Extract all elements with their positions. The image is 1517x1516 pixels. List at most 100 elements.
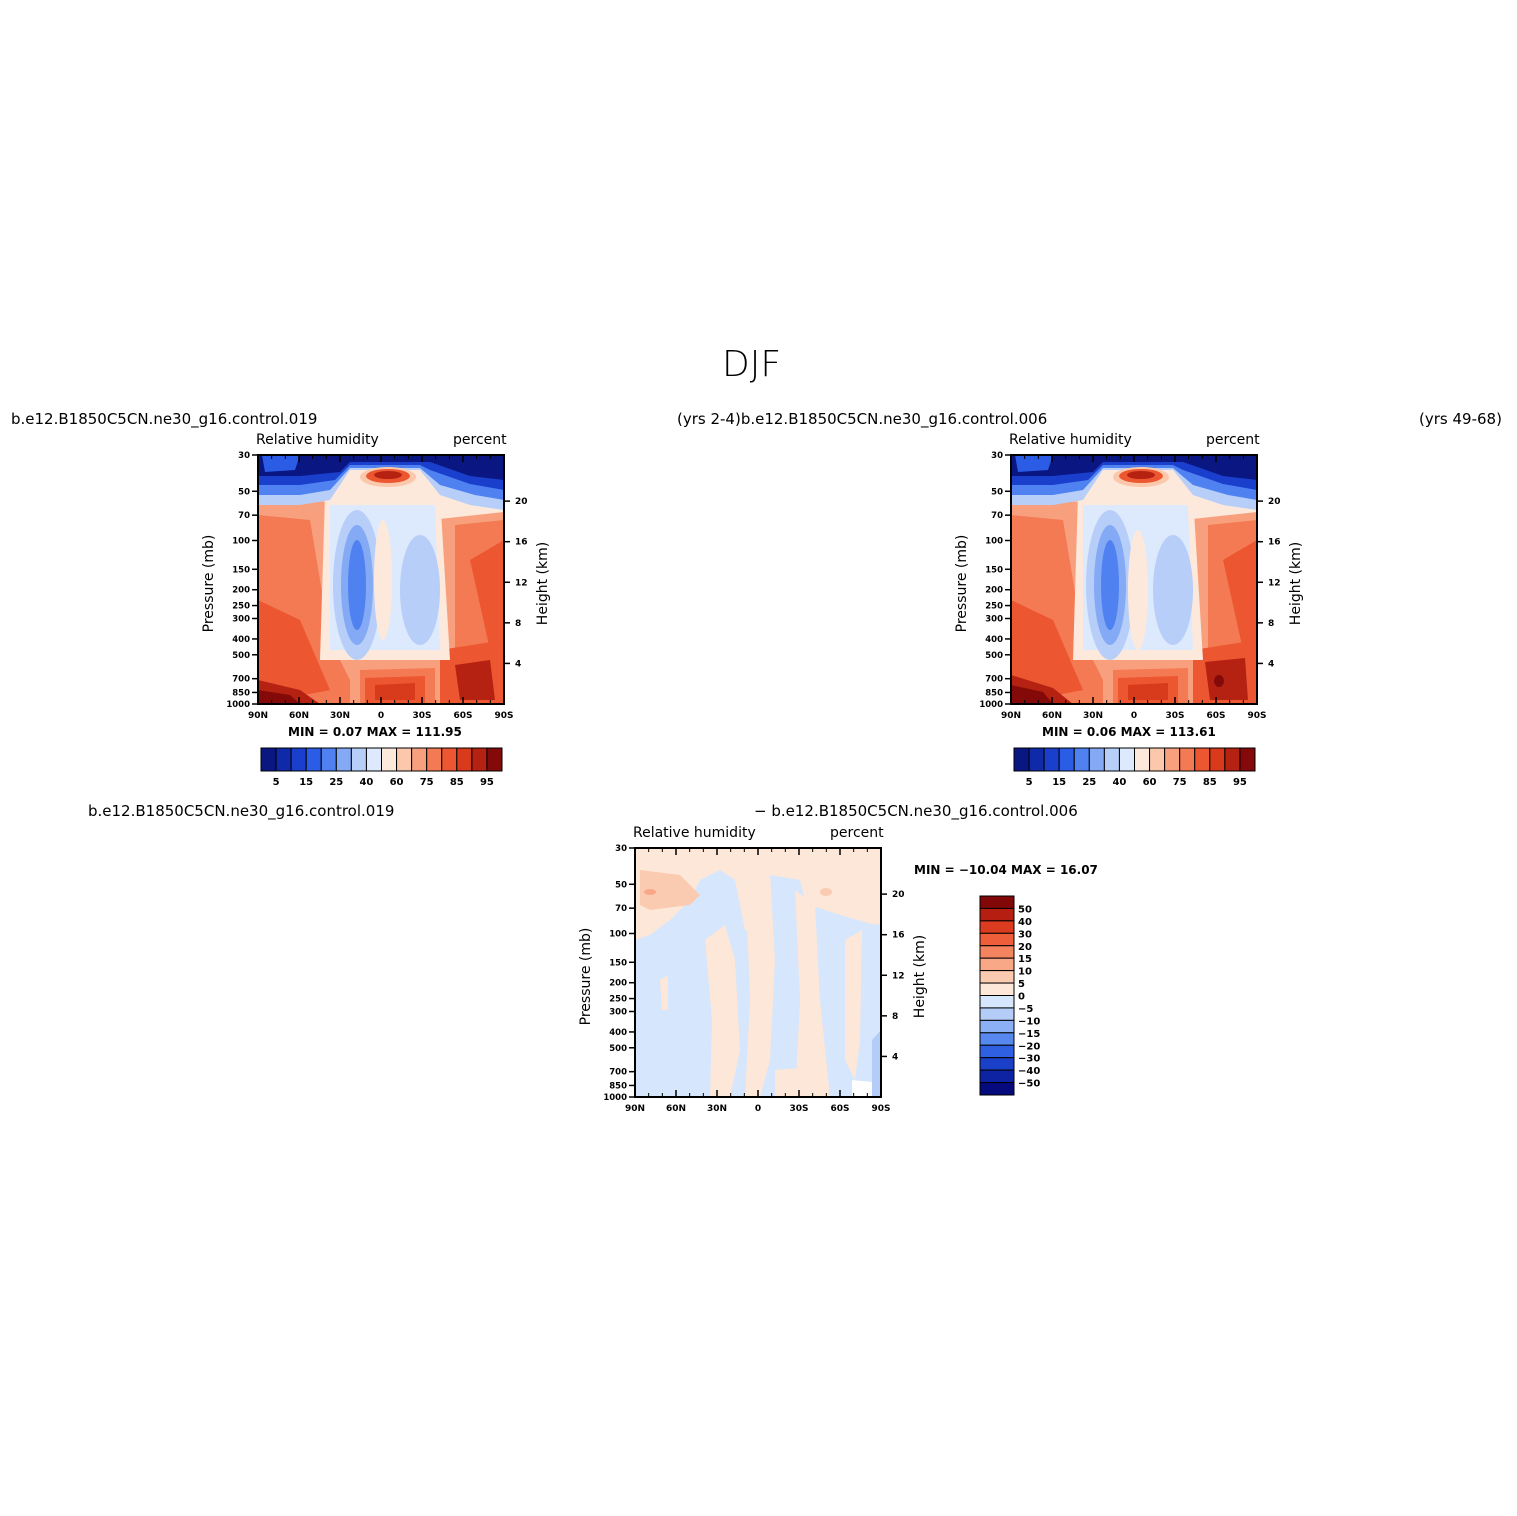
colorbar-label: 85 (1203, 777, 1217, 788)
y-axis-label: Pressure (mb) (201, 535, 217, 633)
top-mid-case-label: (yrs 2-4)b.e12.B1850C5CN.ne30_g16.contro… (677, 410, 1048, 428)
y-tick-label: 400 (985, 635, 1003, 645)
colorbar-label: 40 (1112, 777, 1126, 788)
colorbar-label: 75 (420, 777, 434, 788)
colorbar-label: 60 (1143, 777, 1157, 788)
colorbar-label: −30 (1018, 1054, 1040, 1065)
x-tick-label: 30N (707, 1104, 727, 1114)
panel-2-title: Relative humidity (1009, 432, 1132, 448)
y-tick-label: 1000 (226, 700, 250, 710)
y-tick-label: 700 (985, 675, 1003, 685)
colorbar-swatch (979, 945, 1015, 959)
colorbar-label: 30 (1018, 929, 1032, 940)
y-tick-label: 150 (232, 565, 250, 575)
colorbar-swatch (979, 1082, 1015, 1096)
main-title: DJF (722, 344, 782, 385)
x-tick-label: 60S (830, 1104, 849, 1114)
x-tick-label: 90S (494, 711, 513, 721)
bottom-left-case-label: b.e12.B1850C5CN.ne30_g16.control.019 (88, 802, 395, 820)
y-tick-label: 850 (609, 1081, 627, 1091)
panel-3-title: Relative humidity (633, 825, 756, 841)
y-right-tick-label: 4 (1268, 659, 1274, 669)
y-tick-label: 250 (609, 995, 627, 1005)
colorbar-label: 95 (480, 777, 494, 788)
x-tick-label: 90S (1247, 711, 1266, 721)
y-right-tick-label: 20 (892, 890, 905, 900)
colorbar-label: −15 (1018, 1029, 1040, 1040)
panel-2-units: percent (1206, 432, 1260, 448)
y-right-tick-label: 8 (1268, 619, 1274, 629)
colorbar-swatch (979, 1007, 1015, 1021)
y-tick-label: 1000 (603, 1093, 627, 1103)
y-tick-label: 300 (985, 615, 1003, 625)
y-tick-label: 1000 (979, 700, 1003, 710)
colorbar-label: −5 (1018, 1004, 1033, 1015)
colorbar-label: 20 (1018, 942, 1032, 953)
colorbar-label: 95 (1233, 777, 1247, 788)
colorbar-label: 15 (1052, 777, 1066, 788)
x-tick-label: 90S (871, 1104, 890, 1114)
y-tick-label: 850 (232, 688, 250, 698)
y-tick-label: 30 (238, 451, 250, 461)
y-right-tick-label: 16 (1268, 538, 1281, 548)
colorbar-swatch (979, 1019, 1015, 1034)
y-tick-label: 50 (615, 880, 627, 890)
rh-field-1 (258, 455, 504, 704)
colorbar-swatch (979, 1044, 1015, 1059)
top-left-case-label: b.e12.B1850C5CN.ne30_g16.control.019 (11, 410, 318, 428)
y-right-tick-label: 4 (515, 659, 521, 669)
colorbar-label: 25 (1082, 777, 1096, 788)
y-right-tick-label: 12 (1268, 578, 1281, 588)
y-right-axis-label: Height (km) (912, 935, 928, 1018)
x-tick-label: 60N (1042, 711, 1062, 721)
y-tick-label: 200 (232, 586, 250, 596)
x-tick-label: 60N (289, 711, 309, 721)
y-right-tick-label: 8 (515, 619, 521, 629)
colorbar-swatch (979, 982, 1015, 996)
y-axis-label: Pressure (mb) (954, 535, 970, 633)
y-right-tick-label: 4 (892, 1052, 898, 1062)
panel-1-stats: MIN = 0.07 MAX = 111.95 (288, 725, 462, 739)
panel-1-units: percent (453, 432, 507, 448)
x-tick-label: 30S (1165, 711, 1184, 721)
x-tick-label: 90N (248, 711, 268, 721)
x-tick-label: 30N (1083, 711, 1103, 721)
diff-field (635, 848, 881, 1097)
y-tick-label: 30 (615, 844, 627, 854)
colorbar-label: 50 (1018, 904, 1032, 915)
panel-2-stats: MIN = 0.06 MAX = 113.61 (1042, 725, 1216, 739)
colorbar-label: 10 (1018, 967, 1032, 978)
y-tick-label: 250 (232, 602, 250, 612)
panel-3-axes: 90N 60N 30N 0 30S 60S 90S 30 50 70 100 150 200 250 300… (578, 844, 928, 1114)
y-tick-label: 200 (985, 586, 1003, 596)
y-tick-label: 500 (985, 651, 1003, 661)
y-tick-label: 100 (609, 929, 627, 939)
y-tick-label: 150 (609, 958, 627, 968)
x-tick-label: 30S (412, 711, 431, 721)
panel-3-stats: MIN = −10.04 MAX = 16.07 (914, 863, 1098, 877)
y-tick-label: 150 (985, 565, 1003, 575)
x-tick-label: 90N (625, 1104, 645, 1114)
y-right-tick-label: 8 (892, 1012, 898, 1022)
x-tick-label: 60S (453, 711, 472, 721)
colorbar-swatch (979, 920, 1015, 934)
panel-3-units: percent (830, 825, 884, 841)
y-tick-label: 700 (232, 675, 250, 685)
colorbar-label: 15 (299, 777, 313, 788)
colorbar-swatch (979, 1069, 1015, 1084)
y-right-tick-label: 20 (1268, 497, 1281, 507)
y-right-tick-label: 20 (515, 497, 528, 507)
y-axis-label: Pressure (mb) (578, 928, 594, 1026)
x-tick-label: 60N (666, 1104, 686, 1114)
y-tick-label: 50 (991, 487, 1003, 497)
panel-1-title: Relative humidity (256, 432, 379, 448)
y-tick-label: 70 (991, 511, 1003, 521)
colorbar-swatch (979, 895, 1015, 909)
y-tick-label: 70 (238, 511, 250, 521)
y-right-axis-label: Height (km) (535, 542, 551, 625)
colorbar-label: 25 (329, 777, 343, 788)
panel-2-axes: 90N 60N 30N 0 30S 60S 90S 30 50 70 100 150 200 250 300… (954, 451, 1304, 721)
